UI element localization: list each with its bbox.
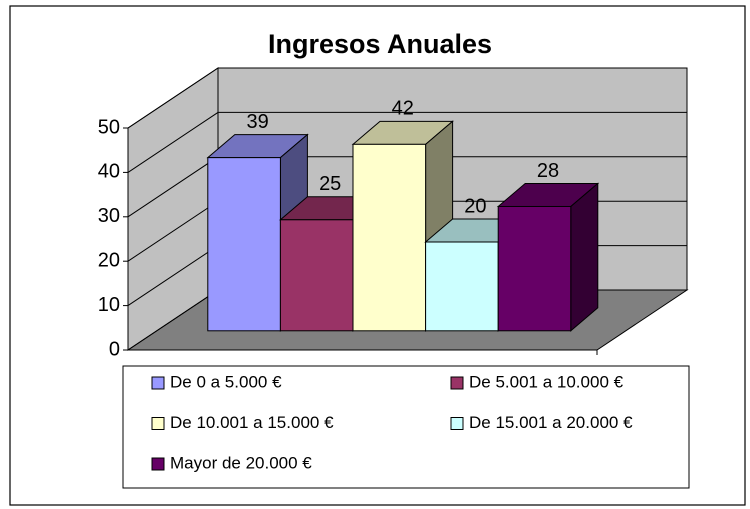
- bar: [497, 205, 572, 332]
- legend-label: De 15.001 a 20.000 €: [469, 413, 633, 432]
- bar: [352, 143, 427, 332]
- value-label: 39: [246, 111, 268, 133]
- value-label: 28: [537, 160, 559, 182]
- legend-swatch: [151, 457, 165, 471]
- value-label: 20: [464, 195, 486, 217]
- bar: [425, 241, 499, 332]
- legend-swatch: [450, 417, 464, 430]
- grid-line: [127, 111, 687, 173]
- y-tick-label: 40: [98, 161, 120, 183]
- bar: [279, 219, 354, 332]
- legend-label: De 5.001 a 10.000 €: [469, 372, 624, 391]
- value-label: 25: [319, 173, 341, 195]
- legend-swatch: [151, 417, 165, 430]
- y-tick-label: 30: [98, 205, 120, 227]
- legend-box: [122, 365, 690, 489]
- y-tick-label: 10: [98, 294, 120, 316]
- legend-label: Mayor de 20.000 €: [170, 453, 312, 472]
- legend-swatch: [151, 376, 165, 390]
- value-label: 42: [392, 98, 414, 120]
- y-tick-label: 20: [98, 249, 120, 271]
- legend-swatch: [450, 376, 464, 390]
- bar: [207, 157, 281, 332]
- y-tick-label: 50: [98, 116, 120, 138]
- y-tick-label: 0: [109, 338, 120, 360]
- legend-label: De 0 a 5.000 €: [170, 372, 282, 391]
- chart-title: Ingresos Anuales: [268, 29, 492, 59]
- legend-label: De 10.001 a 15.000 €: [170, 413, 334, 432]
- grid-line: [127, 67, 687, 129]
- bar-side: [570, 182, 599, 332]
